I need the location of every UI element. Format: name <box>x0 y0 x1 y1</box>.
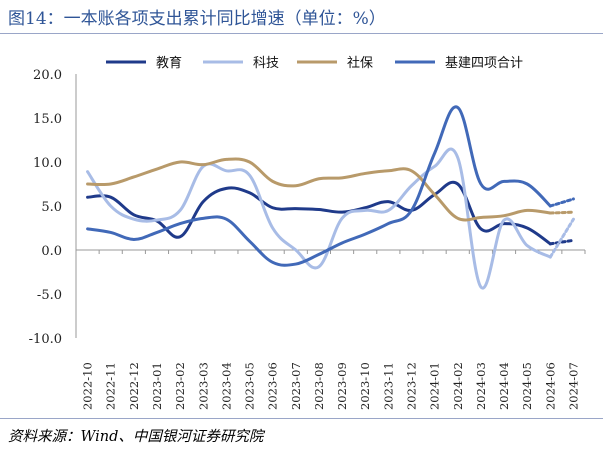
x-tick-label: 2024-02 <box>451 362 465 410</box>
legend-label: 基建四项合计 <box>445 56 523 71</box>
x-tick-label: 2023-07 <box>289 362 303 410</box>
series-line-2 <box>86 157 552 222</box>
legend-item: 科技 <box>203 56 279 71</box>
x-tick-label: 2022-10 <box>81 362 95 410</box>
x-tick-label: 2024-04 <box>497 362 511 410</box>
y-tick-label: 15.0 <box>33 112 62 127</box>
x-tick-label: 2023-09 <box>335 362 349 410</box>
legend-item: 教育 <box>106 55 182 71</box>
top-divider <box>0 33 603 34</box>
x-tick-label: 2023-03 <box>196 362 210 410</box>
y-tick-label: 20.0 <box>33 68 62 83</box>
y-axis: 20.0 15.0 10.0 5.0 0.0 -5.0 -10.0 <box>29 68 77 347</box>
y-tick-label: 10.0 <box>33 156 62 171</box>
series-line-tail-0 <box>548 238 575 246</box>
x-tick-label: 2023-06 <box>266 362 280 410</box>
y-tick-label: -5.0 <box>37 288 62 303</box>
x-tick-label: 2024-03 <box>474 362 488 410</box>
series-line-tail-3 <box>548 197 575 208</box>
x-tick-label: 2023-05 <box>243 362 257 410</box>
x-tick-label: 2023-08 <box>312 362 326 410</box>
x-tick-label: 2023-02 <box>173 362 187 410</box>
legend: 教育 科技 社保 基建四项合计 <box>106 55 523 71</box>
legend-item: 社保 <box>297 55 373 71</box>
series-line-tail-1 <box>548 217 575 259</box>
x-tick-label: 2023-11 <box>381 362 395 410</box>
series-line-tail-2 <box>548 210 575 215</box>
x-tick-label: 2022-11 <box>104 362 118 410</box>
x-axis: 2022-10 2022-11 2022-12 2023-01 2023-02 2023-… <box>75 249 586 410</box>
x-tick-label: 2023-01 <box>150 362 164 410</box>
x-tick-label: 2024-01 <box>428 362 442 410</box>
legend-label: 教育 <box>156 55 182 71</box>
series-lines <box>86 105 575 290</box>
source-note: 资料来源：Wind、中国银河证券研究院 <box>8 429 264 445</box>
x-tick-label: 2024-07 <box>566 362 580 410</box>
chart-title: 图14：一本账各项支出累计同比增速（单位：%） <box>8 9 386 29</box>
x-tick-label: 2024-06 <box>543 362 557 410</box>
x-tick-label: 2022-12 <box>127 362 141 410</box>
y-tick-label: 5.0 <box>41 200 62 215</box>
legend-item: 基建四项合计 <box>395 56 523 71</box>
y-tick-label: 0.0 <box>41 244 62 259</box>
x-tick-label: 2023-10 <box>358 362 372 410</box>
y-tick-label: -10.0 <box>29 332 62 347</box>
series-line-1 <box>86 147 552 290</box>
x-tick-label: 2023-12 <box>404 362 418 410</box>
x-tick-label: 2023-04 <box>219 362 233 410</box>
series-line-3 <box>86 105 552 267</box>
legend-label: 社保 <box>347 55 373 71</box>
x-tick-label: 2024-05 <box>520 362 534 410</box>
bottom-divider <box>0 418 603 419</box>
series-line-0 <box>86 180 552 246</box>
legend-label: 科技 <box>253 56 279 71</box>
